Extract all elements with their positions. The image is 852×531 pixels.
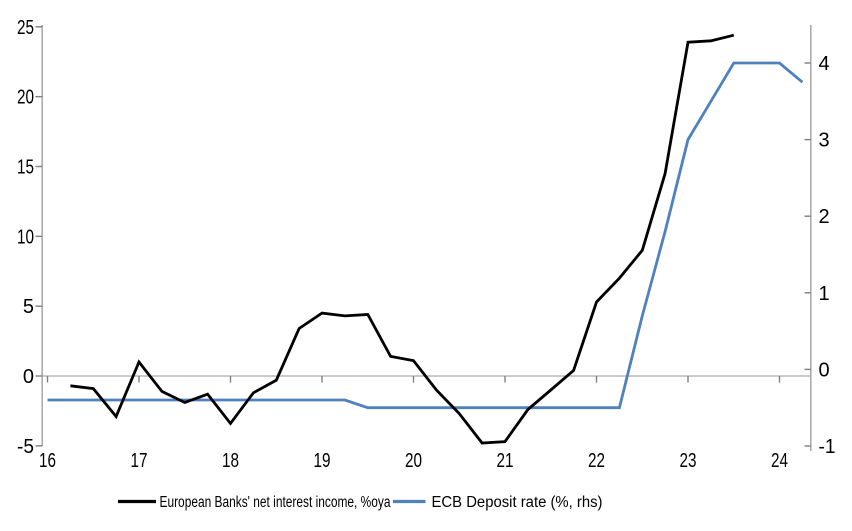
right-tick-label: 0 (819, 359, 830, 381)
legend: European Banks' net interest income, %oy… (118, 494, 603, 511)
right-tick-label: 3 (819, 130, 830, 152)
right-tick-label: 2 (819, 206, 830, 228)
left-axis-labels: -5 0 5 10 15 20 25 (17, 17, 34, 458)
x-tick-label: 19 (314, 450, 331, 472)
x-axis-labels: 16 17 18 19 20 21 22 23 24 (39, 450, 788, 472)
left-axis-ticks (35, 26, 43, 447)
nii-line (70, 33, 735, 445)
x-tick-label: 20 (405, 450, 422, 472)
x-tick-label: 16 (39, 450, 56, 472)
left-tick-label: 0 (23, 366, 34, 388)
left-tick-label: 25 (17, 17, 34, 39)
deposit-rate-legend-label: ECB Deposit rate (%, rhs) (432, 494, 603, 511)
right-tick-label: 1 (819, 283, 830, 305)
series-lines (47, 33, 804, 445)
x-tick-label: 24 (771, 450, 788, 472)
left-tick-label: 15 (17, 157, 34, 179)
x-tick-label: 21 (497, 450, 514, 472)
left-tick-label: 20 (17, 87, 34, 109)
right-axis-ticks (804, 62, 811, 447)
x-axis-ticks (46, 376, 781, 383)
left-tick-label: 5 (23, 296, 34, 318)
left-tick-label: -5 (17, 436, 34, 458)
left-tick-label: 10 (17, 226, 34, 248)
right-axis-labels: -1 0 1 2 3 4 (819, 53, 836, 458)
x-tick-label: 22 (588, 450, 605, 472)
x-tick-label: 18 (222, 450, 239, 472)
right-tick-label: 4 (819, 53, 830, 75)
x-tick-label: 23 (680, 450, 697, 472)
right-tick-label: -1 (819, 436, 836, 458)
nii-legend-label: European Banks' net interest income, %oy… (160, 494, 391, 511)
deposit-rate-line (47, 61, 804, 410)
x-tick-label: 17 (131, 450, 148, 472)
